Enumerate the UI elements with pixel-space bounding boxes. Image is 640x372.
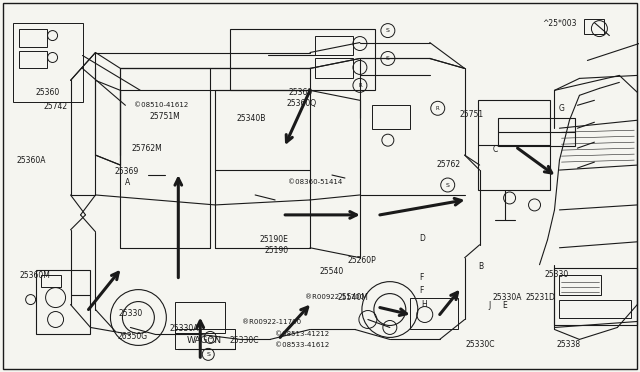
Text: 25751M: 25751M: [150, 112, 180, 121]
Text: 25330: 25330: [119, 310, 143, 318]
Text: R: R: [436, 106, 440, 111]
Text: C: C: [492, 145, 498, 154]
Bar: [19, 51, 47, 68]
Bar: [175, 302, 225, 333]
Text: ©08510-41612: ©08510-41612: [134, 102, 188, 108]
Text: 25742: 25742: [44, 102, 68, 111]
Text: 25360A: 25360A: [17, 156, 46, 165]
Text: 25330C: 25330C: [229, 336, 259, 346]
Bar: [230, 29, 375, 90]
Text: 25540M: 25540M: [337, 293, 368, 302]
Text: ©08533-41612: ©08533-41612: [275, 342, 330, 348]
Text: WAGON: WAGON: [187, 336, 222, 346]
Text: 25369: 25369: [288, 88, 312, 97]
Text: F: F: [419, 286, 423, 295]
Bar: [315, 36, 353, 55]
Bar: [13, 23, 83, 102]
Text: 25190E: 25190E: [259, 235, 288, 244]
Text: S: S: [386, 28, 390, 33]
Bar: [40, 275, 61, 286]
Text: 25330: 25330: [545, 270, 569, 279]
Text: G: G: [558, 105, 564, 113]
Text: 25340B: 25340B: [237, 114, 266, 123]
Text: 26350G: 26350G: [118, 331, 148, 341]
Text: J: J: [488, 301, 490, 310]
Text: 25762: 25762: [436, 160, 460, 169]
Text: F: F: [419, 273, 423, 282]
Text: H: H: [421, 300, 427, 309]
Text: 25360M: 25360M: [20, 271, 51, 280]
Bar: [559, 275, 602, 295]
Bar: [410, 298, 458, 330]
Text: E: E: [502, 301, 507, 310]
Text: S: S: [206, 352, 210, 357]
Text: S: S: [208, 335, 212, 340]
Text: 25751: 25751: [460, 110, 483, 119]
Text: A: A: [125, 178, 131, 187]
Bar: [477, 100, 550, 190]
Text: ®R00922-11700: ®R00922-11700: [242, 320, 301, 326]
Bar: [554, 268, 637, 326]
Text: R: R: [358, 83, 362, 88]
Bar: [584, 19, 604, 33]
Text: 25330A: 25330A: [170, 324, 200, 333]
Text: 25260P: 25260P: [348, 256, 376, 264]
Text: 25190: 25190: [264, 246, 289, 255]
Bar: [315, 58, 353, 78]
Text: ®R00922-11700: ®R00922-11700: [305, 294, 364, 300]
Text: 25360: 25360: [36, 88, 60, 97]
Text: D: D: [419, 234, 425, 243]
Text: S: S: [386, 56, 390, 61]
Text: B: B: [478, 262, 483, 271]
Bar: [559, 299, 631, 318]
Text: 25369: 25369: [115, 167, 139, 176]
Text: ^25*003: ^25*003: [542, 19, 577, 28]
Bar: [175, 330, 235, 349]
Bar: [498, 118, 575, 146]
Text: S: S: [446, 183, 450, 187]
Text: 25330A: 25330A: [492, 293, 522, 302]
Text: 25762M: 25762M: [132, 144, 163, 153]
Text: 25231D: 25231D: [525, 293, 556, 302]
Bar: [36, 270, 90, 334]
Text: 25338: 25338: [556, 340, 580, 349]
Bar: [372, 105, 410, 129]
Text: ©08360-51414: ©08360-51414: [288, 179, 342, 185]
Bar: [19, 29, 47, 46]
Text: 25360Q: 25360Q: [286, 99, 316, 108]
Text: 25330C: 25330C: [466, 340, 495, 349]
Text: 25540: 25540: [320, 267, 344, 276]
Text: ©08513-41212: ©08513-41212: [275, 331, 330, 337]
